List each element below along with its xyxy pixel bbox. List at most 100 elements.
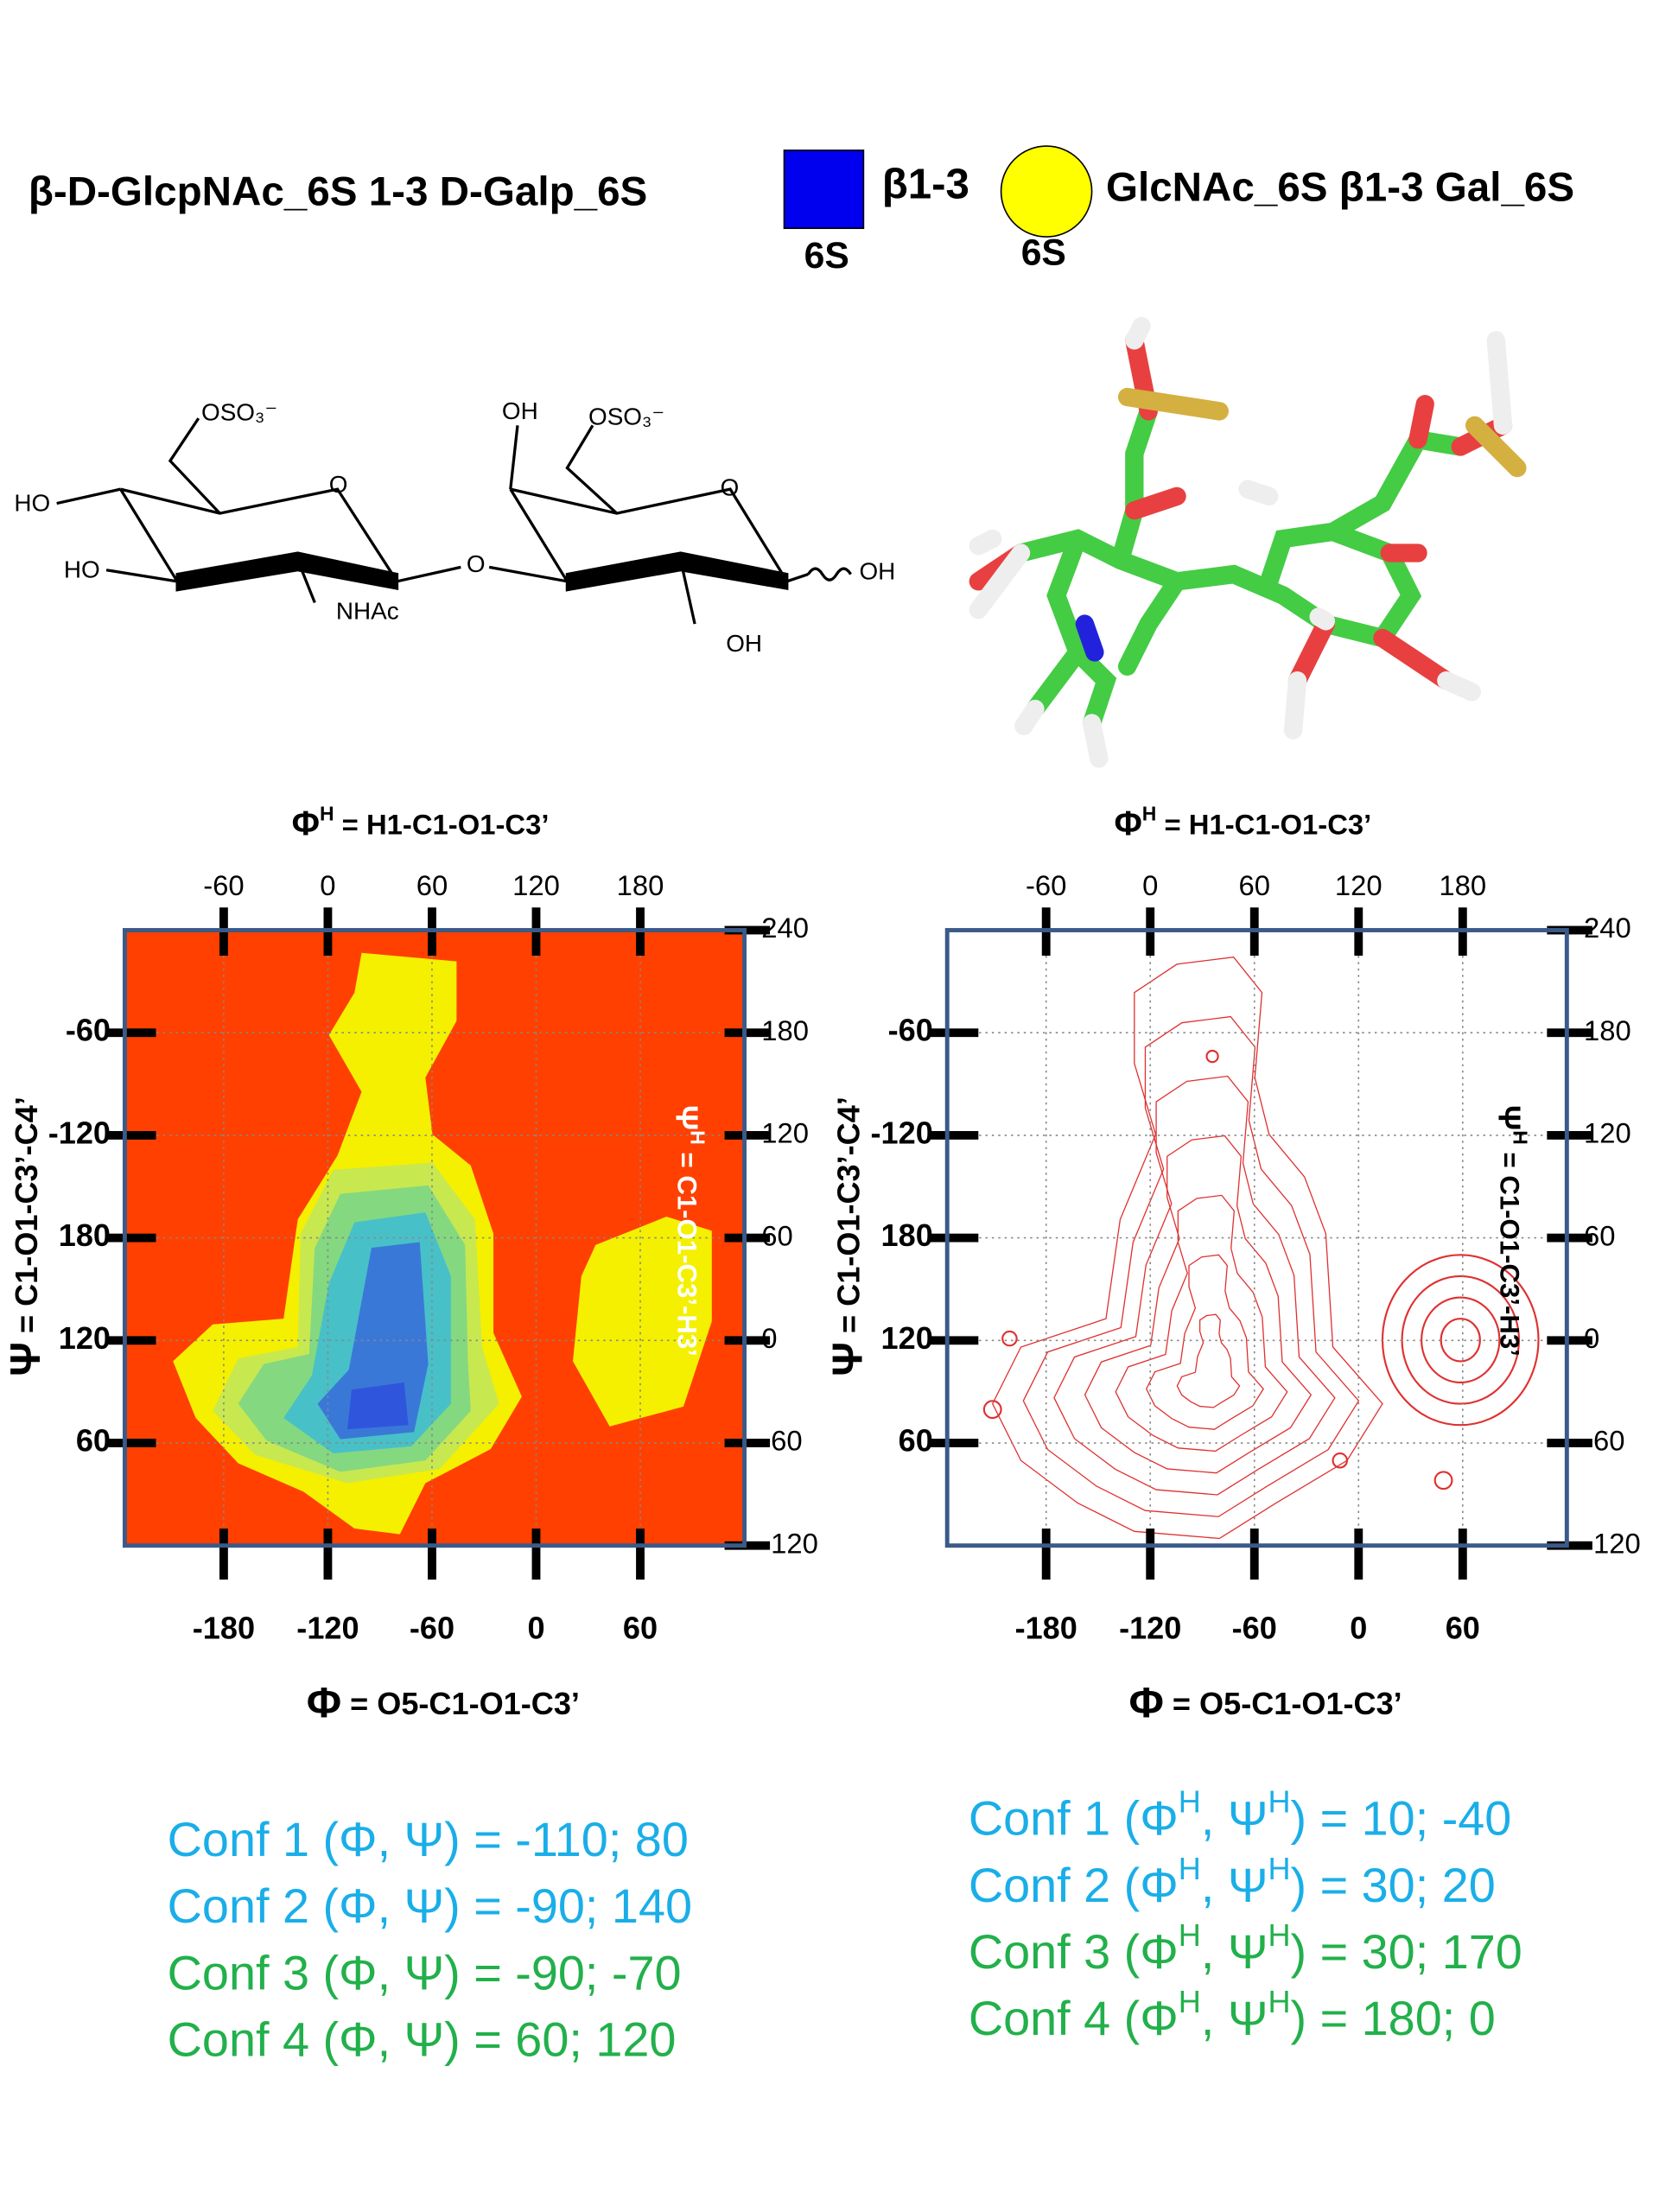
y2-tick (724, 1541, 771, 1550)
axis-label: Φ = O5-C1-O1-C3’ (1129, 1679, 1402, 1726)
x-tick-label: -60 (1232, 1611, 1277, 1646)
contour-line (993, 957, 1382, 1539)
y-tick (930, 1439, 979, 1447)
x2-tick-label: 0 (320, 869, 335, 901)
y-tick-label: 180 (59, 1217, 111, 1253)
x-tick-label: 60 (623, 1611, 658, 1646)
y-tick (930, 1233, 979, 1243)
x-tick-label: -120 (1119, 1611, 1181, 1646)
atom-label: OH (859, 557, 895, 584)
contour-line (1332, 1452, 1349, 1469)
y2-tick-label: 60 (761, 1219, 793, 1251)
contour-line (1054, 1077, 1335, 1495)
y-tick (107, 1439, 156, 1447)
contour-line (1085, 1135, 1312, 1472)
y2-tick-label: -120 (1584, 1527, 1641, 1559)
contour-line (1433, 1471, 1453, 1491)
atom-label: OH (726, 630, 762, 657)
molecule-3d (969, 316, 1527, 768)
y-tick (107, 1028, 156, 1038)
atom-label: OH (502, 397, 538, 424)
conf-text: ) = 180; 0 (1291, 1991, 1496, 2045)
contour-line (982, 1400, 1002, 1420)
x2-tick-label: -60 (203, 869, 244, 901)
axis-label: ΦH = H1-C1-O1-C3’ (292, 803, 550, 843)
contour-line (1023, 1017, 1358, 1517)
atom-label: O (467, 550, 486, 577)
conf-line: Conf 2 (Φ, Ψ) = -90; 140 (168, 1878, 692, 1933)
contour-line (1116, 1195, 1287, 1451)
conf-text: Conf 3 (Φ (969, 1924, 1179, 1979)
axis-sup: H (320, 803, 334, 825)
axis-symbol: Φ (292, 805, 320, 843)
x-tick (1354, 1529, 1363, 1580)
plot: -180 -120 -60 0 60 -60 0 60 120 180 -60 -120 180 120 6… (824, 803, 1641, 1726)
y-tick-label: -120 (48, 1115, 111, 1150)
atom-label: O (329, 471, 348, 498)
axis-symbol: Ψ (670, 1105, 705, 1130)
glcnac-square (783, 149, 865, 230)
x-tick-label: 0 (1350, 1611, 1367, 1646)
y2-tick-label: 60 (1584, 1219, 1616, 1251)
axis-text: = C1-O1-C3’-H3’ (671, 1145, 702, 1357)
axis-text: = O5-C1-O1-C3’ (1164, 1686, 1402, 1721)
axis-label: Ψ = C1-O1-C3’-C4’ (824, 1096, 872, 1376)
y-tick-label: 120 (59, 1320, 111, 1356)
y-tick-label: 60 (899, 1423, 933, 1459)
y-tick (107, 1336, 156, 1345)
y2-tick (724, 1028, 771, 1038)
x-tick-label: -180 (1015, 1611, 1077, 1646)
y2-tick-label: -120 (761, 1527, 818, 1559)
y-tick-label: -120 (871, 1115, 933, 1150)
conf-text: , Ψ (1201, 1790, 1268, 1845)
axis-text: = C1-O1-C3’-C4’ (8, 1096, 43, 1342)
axis-label: ΨH = C1-O1-C3’-H3’ (670, 1105, 709, 1357)
axis-symbol: Φ (1129, 1679, 1164, 1726)
conf-line: Conf 1 (ΦH, ΨH) = 10; -40 (969, 1784, 1512, 1846)
axis-sup: H (1509, 1130, 1531, 1145)
axis-symbol: Ψ (2, 1342, 49, 1376)
conf-text: Conf 1 (Φ (969, 1790, 1179, 1845)
x2-tick-label: 0 (1142, 869, 1158, 901)
y2-tick-label: 120 (1584, 1117, 1631, 1149)
x-tick (428, 1529, 436, 1580)
y2-tick (724, 1130, 771, 1140)
axis-text: = H1-C1-O1-C3’ (1156, 808, 1371, 840)
axis-symbol: Φ (307, 1679, 341, 1726)
axis-symbol: Ψ (824, 1342, 872, 1376)
x-tick (1249, 1529, 1259, 1580)
conf-line: Conf 4 (Φ, Ψ) = 60; 120 (168, 2012, 677, 2066)
y2-tick (1547, 1439, 1592, 1447)
atom-label: HO (64, 556, 100, 583)
x2-tick-label: 120 (512, 869, 560, 901)
conf-sup: H (1268, 1851, 1290, 1886)
heatmap-region (347, 1382, 409, 1430)
x2-tick-label: 180 (617, 869, 664, 901)
contour-line (1440, 1318, 1481, 1363)
y2-tick-label: 0 (761, 1322, 777, 1354)
plot: -180 -120 -60 0 60 -60 0 60 120 180 -60 -120 180 120 6… (2, 803, 818, 1726)
y-tick-label: 60 (76, 1423, 111, 1459)
x2-tick-label: 60 (416, 869, 448, 901)
conf-sup: H (1268, 1984, 1290, 2019)
atom-label: HO (14, 490, 50, 517)
conf-text: Conf 2 (Φ (969, 1858, 1179, 1912)
x-tick-label: -120 (296, 1611, 359, 1646)
conf-sup: H (1179, 1917, 1201, 1953)
y-tick (930, 1130, 979, 1140)
y2-tick-label: -60 (761, 1425, 802, 1457)
x-tick (1041, 1529, 1051, 1580)
plot-frame (122, 928, 747, 1548)
x-tick (219, 1529, 228, 1580)
y-tick (930, 1028, 979, 1038)
conf-text: , Ψ (1201, 1991, 1268, 2045)
square-label: 6S (804, 235, 849, 276)
structure-labels: OSO₃⁻ HO HO O NHAc O OH OSO₃⁻ O OH OH (14, 397, 895, 657)
conf-line: Conf 3 (Φ, Ψ) = -90; -70 (168, 1945, 682, 1999)
conf-text: ) = 30; 170 (1291, 1924, 1522, 1979)
x2-tick-label: 60 (1239, 869, 1271, 901)
conf-text: , Ψ (1201, 1858, 1268, 1912)
y2-tick-label: 0 (1584, 1322, 1599, 1354)
contour-line (1205, 1049, 1219, 1064)
